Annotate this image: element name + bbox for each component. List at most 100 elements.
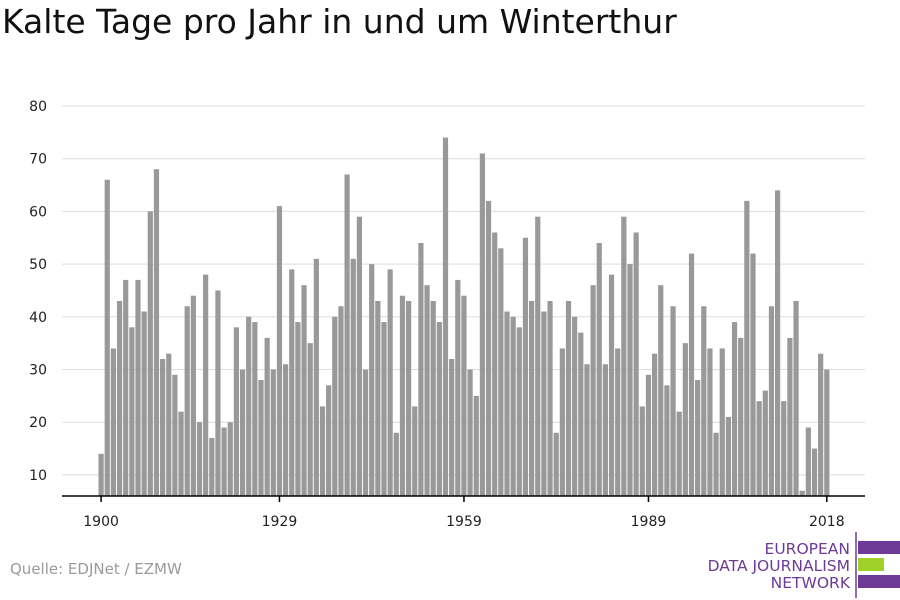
bar-1929 <box>276 206 283 496</box>
bar-1943 <box>362 369 369 496</box>
bar-1948 <box>393 432 399 496</box>
bar-1904 <box>123 279 129 496</box>
bar-2017 <box>818 353 824 496</box>
bar-1937 <box>326 385 332 496</box>
bar-2008 <box>762 390 768 496</box>
bar-1933 <box>301 285 307 496</box>
bar-1954 <box>430 301 436 496</box>
bar-1977 <box>572 316 578 496</box>
bar-1913 <box>178 411 184 496</box>
bar-1917 <box>203 274 209 496</box>
bar-2005 <box>744 200 750 497</box>
bar-1969 <box>522 237 529 496</box>
bar-1975 <box>559 348 565 496</box>
bar-1935 <box>313 258 319 496</box>
y-tick-label: 70 <box>29 152 47 168</box>
bar-1925 <box>252 322 258 496</box>
x-tick-label: 1929 <box>262 514 298 530</box>
bar-2010 <box>775 190 781 496</box>
bar-1950 <box>406 301 412 496</box>
bar-1946 <box>381 322 387 496</box>
x-axis-labels: 1900 1929 1959 1989 2018 <box>83 496 845 530</box>
bar-1990 <box>652 353 658 496</box>
bar-1918 <box>209 438 215 496</box>
bar-1958 <box>455 279 461 496</box>
bar-1938 <box>332 316 338 496</box>
x-tick-label: 2018 <box>809 514 845 530</box>
logo-line-1: EUROPEAN <box>765 540 850 558</box>
y-axis-labels: 10 20 30 40 50 60 70 80 <box>29 99 47 484</box>
bar-1901 <box>104 179 110 496</box>
bar-1976 <box>565 301 572 496</box>
bar-1947 <box>387 269 393 496</box>
y-tick-label: 50 <box>29 257 47 273</box>
bar-2014 <box>799 490 805 496</box>
y-tick-label: 80 <box>29 99 47 115</box>
bar-1911 <box>166 353 172 496</box>
bar-1968 <box>516 327 522 496</box>
logo-bar-bottom <box>858 575 900 588</box>
bar-1916 <box>196 422 203 496</box>
bar-1903 <box>116 301 123 496</box>
logo-bar-top <box>858 541 900 554</box>
chart-title: Kalte Tage pro Jahr in und um Winterthur <box>2 2 677 41</box>
logo-line-3: NETWORK <box>771 574 851 592</box>
bar-1982 <box>602 364 608 496</box>
bar-1988 <box>639 406 645 496</box>
bar-1996 <box>688 253 695 496</box>
bar-1955 <box>436 322 442 496</box>
bar-1991 <box>658 285 664 496</box>
bar-2011 <box>781 401 787 496</box>
bar-1910 <box>160 358 166 496</box>
y-tick-label: 30 <box>29 363 47 379</box>
bar-1962 <box>479 153 485 496</box>
bar-1966 <box>504 311 510 496</box>
x-tick-label: 1900 <box>83 514 119 530</box>
bar-2007 <box>756 401 762 496</box>
bar-2009 <box>768 306 775 496</box>
bars <box>98 137 830 497</box>
bar-1960 <box>467 369 473 496</box>
bar-1939 <box>338 306 344 496</box>
bar-1956 <box>442 137 449 496</box>
bar-1974 <box>553 432 559 496</box>
bar-2015 <box>805 427 811 496</box>
bar-1907 <box>141 311 147 496</box>
bar-1932 <box>295 322 301 496</box>
bar-2013 <box>793 301 799 496</box>
bar-1999 <box>707 348 713 496</box>
y-tick-label: 10 <box>29 468 47 484</box>
bar-1934 <box>307 343 313 496</box>
bar-2016 <box>811 448 818 496</box>
bar-1995 <box>682 343 688 496</box>
bar-1964 <box>492 232 498 497</box>
bar-1971 <box>535 216 541 496</box>
bar-1985 <box>621 216 627 496</box>
x-tick-label: 1959 <box>446 514 482 530</box>
bar-1936 <box>319 406 326 496</box>
logo-line-2: DATA JOURNALISM <box>708 557 850 575</box>
bar-1972 <box>541 311 547 496</box>
bar-1986 <box>627 264 633 496</box>
bar-1914 <box>184 306 190 496</box>
bar-1909 <box>153 169 160 497</box>
bar-2000 <box>713 432 719 496</box>
edjnet-logo: EUROPEAN DATA JOURNALISM NETWORK <box>708 532 900 598</box>
bar-1922 <box>233 327 239 496</box>
bar-1994 <box>676 411 682 496</box>
y-tick-label: 60 <box>29 204 47 220</box>
bar-1928 <box>270 369 276 496</box>
bar-2003 <box>731 322 738 496</box>
bar-1942 <box>356 216 362 496</box>
bar-1973 <box>547 301 553 496</box>
bar-1926 <box>258 380 264 496</box>
bar-1979 <box>584 364 590 496</box>
bar-2012 <box>787 337 793 496</box>
bar-2004 <box>738 337 744 496</box>
bar-1957 <box>449 358 455 496</box>
bar-1953 <box>424 285 430 496</box>
bar-1984 <box>615 348 621 496</box>
bar-1980 <box>590 285 596 496</box>
bar-1944 <box>369 264 375 496</box>
